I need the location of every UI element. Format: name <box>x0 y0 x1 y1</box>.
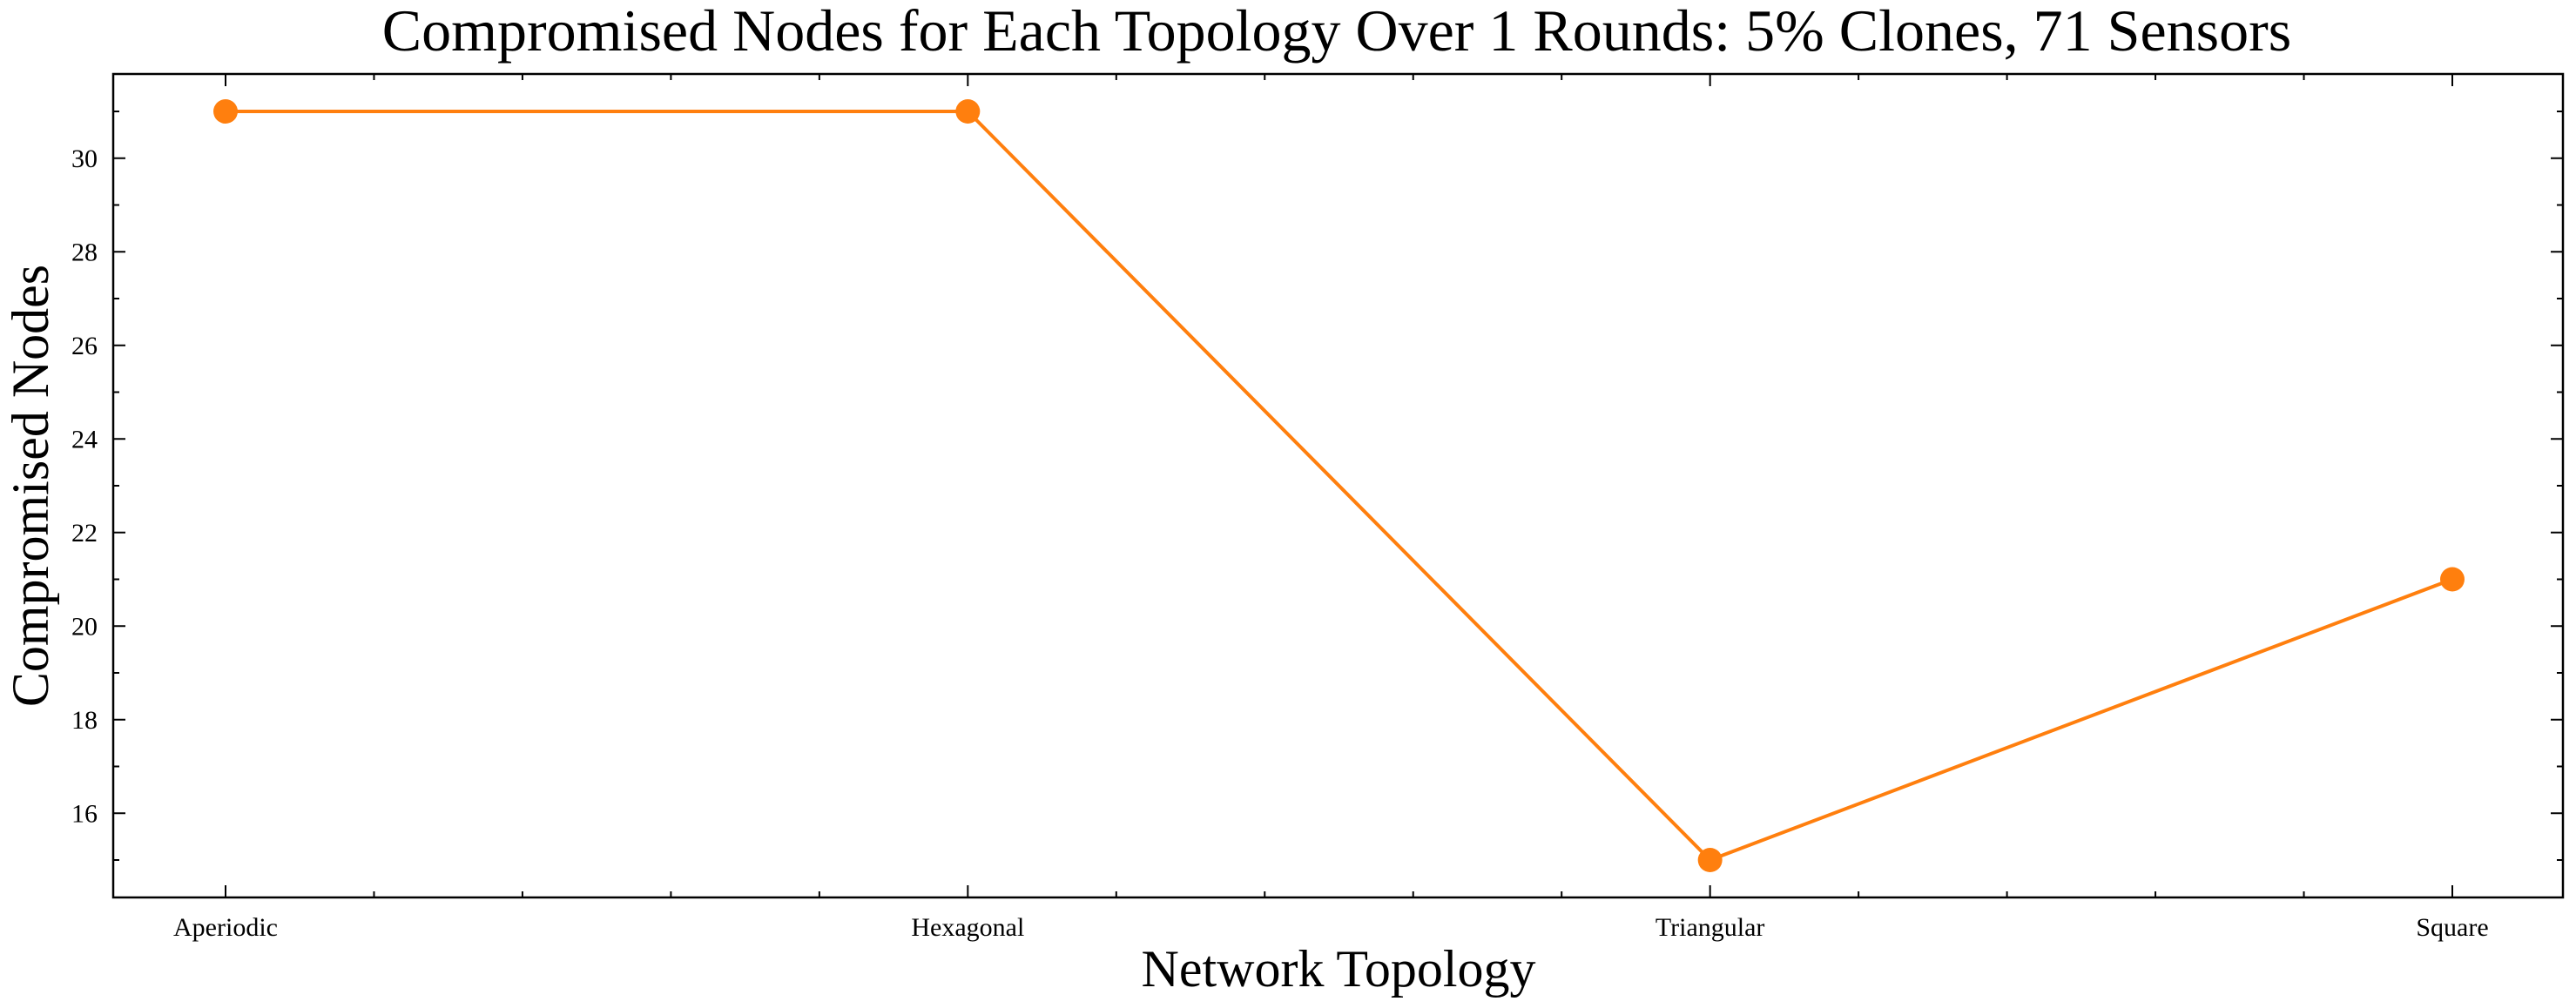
data-point <box>213 99 238 124</box>
y-tick-label: 20 <box>71 612 98 641</box>
chart-title: Compromised Nodes for Each Topology Over… <box>382 0 2291 64</box>
x-tick-label: Triangular <box>1656 913 1765 942</box>
y-tick-label: 24 <box>71 425 98 454</box>
x-axis: Aperiodic Hexagonal Triangular Square <box>173 74 2489 942</box>
series-line <box>226 110 2453 863</box>
data-point <box>955 99 981 124</box>
y-axis-label: Compromised Nodes <box>2 265 59 707</box>
y-tick-label: 26 <box>71 332 98 360</box>
x-tick-label: Hexagonal <box>911 913 1024 942</box>
y-tick-label: 18 <box>71 706 98 735</box>
y-axis: 16 18 20 22 24 26 28 30 <box>71 111 2563 861</box>
data-point <box>1697 848 1723 872</box>
y-tick-label: 30 <box>71 144 98 173</box>
series-layer <box>213 99 2465 872</box>
y-tick-label: 16 <box>71 799 98 828</box>
x-axis-label: Network Topology <box>1142 940 1536 998</box>
x-tick-label: Aperiodic <box>173 913 278 942</box>
data-point <box>2440 567 2465 592</box>
y-tick-label: 22 <box>71 519 98 548</box>
x-tick-label: Square <box>2416 913 2488 942</box>
y-tick-label: 28 <box>71 238 98 266</box>
